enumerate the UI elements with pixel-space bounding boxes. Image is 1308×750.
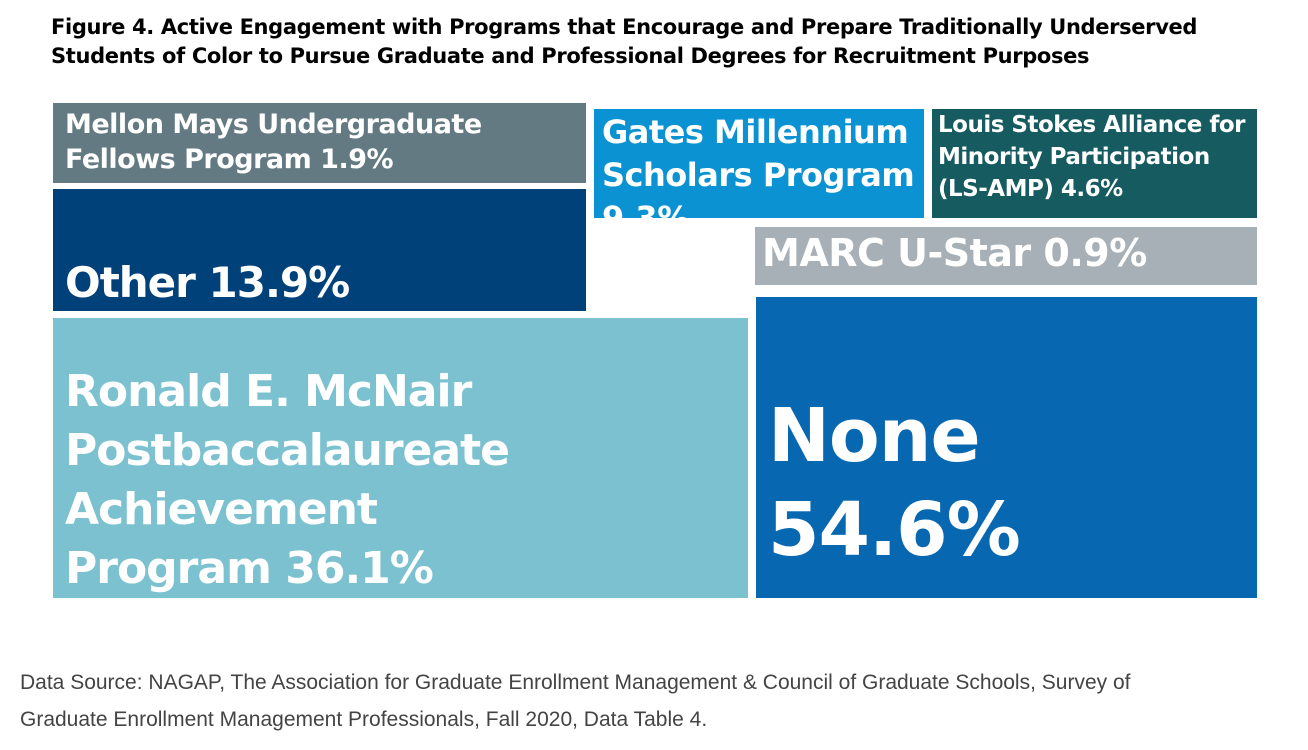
treemap-chart: Mellon Mays Undergraduate Fellows Program… (53, 103, 1257, 598)
treemap-tile-label-line: Mellon Mays Undergraduate (65, 109, 482, 140)
chart-title-line-2: Students of Color to Pursue Graduate and… (51, 44, 1090, 68)
treemap-tile-label-line: Louis Stokes Alliance for (938, 112, 1245, 138)
treemap-tile-other: Other 13.9% (53, 189, 586, 311)
treemap-tile-label-line: 54.6% (768, 487, 1021, 573)
treemap-tile-label-line: Fellows Program 1.9% (65, 144, 394, 175)
data-source-line-1: Data Source: NAGAP, The Association for … (20, 671, 1131, 694)
data-source-line-2: Graduate Enrollment Management Professio… (20, 708, 708, 731)
treemap-tile-label-line: Gates Millennium (602, 113, 909, 151)
treemap-tile-label-gates: Gates Millennium Scholars Program 9.3% (602, 111, 915, 218)
treemap-tile-label-line: (LS-AMP) 4.6% (938, 176, 1123, 202)
treemap-tile-label-lsamp: Louis Stokes Alliance for Minority Partic… (938, 109, 1245, 205)
treemap-tile-label-mcnair: Ronald E. McNair Postbaccalaureate Achieve… (65, 362, 510, 598)
treemap-tile-lsamp: Louis Stokes Alliance for Minority Partic… (932, 109, 1257, 218)
chart-title: Figure 4. Active Engagement with Program… (51, 13, 1291, 71)
treemap-tile-label-line: Minority Participation (938, 144, 1210, 170)
treemap-tile-label-line: 9.3% (602, 199, 689, 218)
treemap-tile-label-line: Program 36.1% (65, 543, 434, 594)
treemap-tile-label-none: None 54.6% (768, 389, 1021, 577)
treemap-tile-label-marc: MARC U-Star 0.9% (762, 227, 1147, 279)
treemap-tile-label-line: Ronald E. McNair (65, 366, 472, 417)
treemap-tile-label-other: Other 13.9% (65, 257, 350, 309)
treemap-tile-label-line: Scholars Program (602, 156, 915, 194)
treemap-tile-label-mellon: Mellon Mays Undergraduate Fellows Program… (65, 107, 482, 177)
treemap-tile-label-line: Achievement (65, 484, 378, 535)
treemap-tile-marc: MARC U-Star 0.9% (755, 227, 1257, 285)
treemap-tile-mellon: Mellon Mays Undergraduate Fellows Program… (53, 103, 586, 183)
treemap-tile-label-line: Other 13.9% (65, 258, 350, 307)
chart-title-line-1: Figure 4. Active Engagement with Program… (51, 15, 1198, 39)
treemap-tile-label-line: Postbaccalaureate (65, 425, 510, 476)
treemap-tile-none: None 54.6% (756, 297, 1257, 598)
data-source-note: Data Source: NAGAP, The Association for … (20, 664, 1290, 738)
treemap-tile-gates: Gates Millennium Scholars Program 9.3% (594, 109, 924, 218)
treemap-tile-label-line: MARC U-Star 0.9% (762, 231, 1147, 275)
treemap-tile-mcnair: Ronald E. McNair Postbaccalaureate Achieve… (53, 318, 748, 598)
treemap-tile-label-line: None (768, 393, 981, 479)
